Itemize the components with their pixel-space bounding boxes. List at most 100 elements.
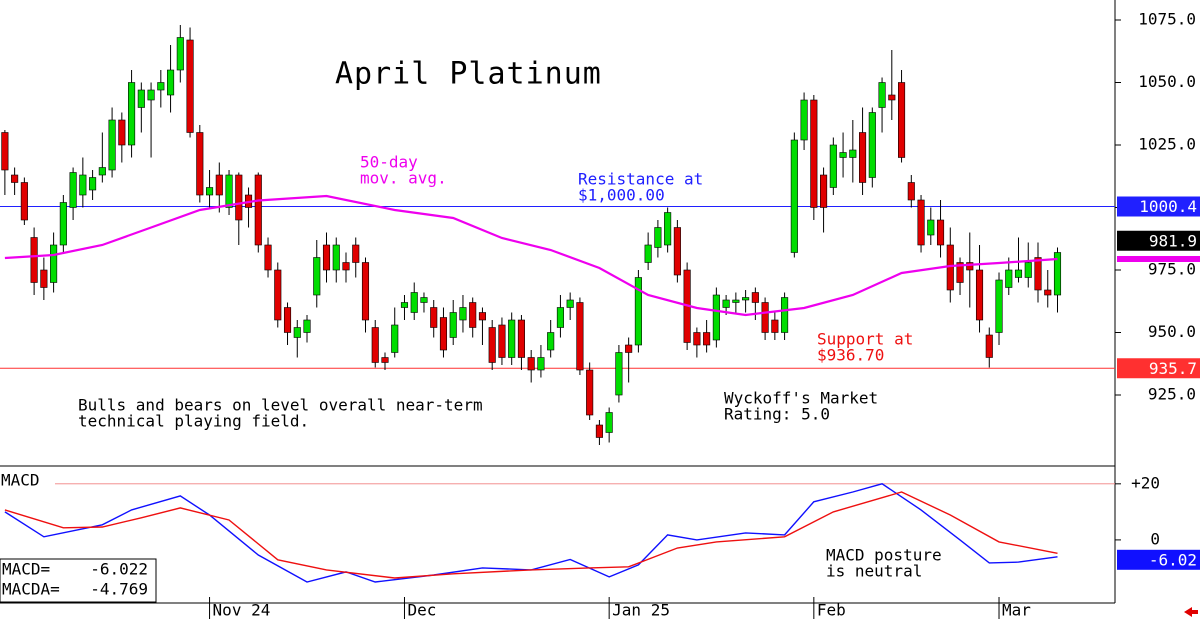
annotation: $936.70 bbox=[817, 346, 884, 365]
y-tick-label: 1075.0 bbox=[1138, 10, 1196, 29]
candle-up bbox=[157, 82, 165, 91]
candle-down bbox=[751, 292, 759, 303]
candle-up bbox=[722, 299, 730, 308]
candle-down bbox=[771, 319, 779, 333]
candle-up bbox=[1024, 262, 1032, 278]
candle-up bbox=[50, 244, 58, 283]
scroll-arrow[interactable] bbox=[1184, 607, 1198, 617]
candle-up bbox=[732, 299, 740, 303]
candle-up bbox=[644, 244, 652, 263]
candle-down bbox=[430, 307, 438, 328]
candle-down bbox=[586, 369, 594, 416]
macd-title: MACD bbox=[1, 471, 40, 490]
candle-down bbox=[820, 174, 828, 208]
annotation: mov. avg. bbox=[360, 169, 447, 188]
candle-up bbox=[128, 82, 136, 146]
y-tick-label: 975.0 bbox=[1148, 260, 1196, 279]
x-tick-label: Dec bbox=[407, 601, 436, 620]
macd-badge-label: -6.02 bbox=[1149, 550, 1197, 569]
candle-down bbox=[283, 307, 292, 333]
candle-up bbox=[566, 299, 574, 308]
annotation: Bulls and bears on level overall near-te… bbox=[78, 396, 483, 415]
x-tick-label: Nov 24 bbox=[213, 601, 271, 620]
candle-up bbox=[313, 257, 321, 296]
macd-readout-name: MACDA= bbox=[2, 580, 60, 599]
candle-down bbox=[264, 244, 272, 271]
candle-down bbox=[478, 312, 487, 321]
macd-readout-name: MACD= bbox=[2, 560, 50, 579]
macd-readout-value: -4.769 bbox=[90, 580, 148, 599]
candle-up bbox=[927, 219, 935, 236]
x-tick-label: Feb bbox=[817, 601, 846, 620]
candle-down bbox=[254, 174, 262, 246]
candle-up bbox=[654, 227, 662, 248]
candle-down bbox=[966, 262, 974, 271]
macd-y-tick-label: 0 bbox=[1150, 529, 1160, 548]
candle-up bbox=[537, 357, 545, 371]
candle-down bbox=[595, 424, 603, 438]
candle-up bbox=[167, 69, 175, 96]
candle-up bbox=[868, 112, 876, 178]
macd-y-tick-label: +20 bbox=[1131, 473, 1160, 492]
candle-down bbox=[576, 302, 584, 371]
candle-up bbox=[508, 319, 516, 358]
candle-down bbox=[196, 132, 204, 196]
candle-up bbox=[849, 149, 857, 158]
candle-down bbox=[693, 332, 701, 346]
candle-up bbox=[459, 307, 467, 321]
candle-down bbox=[20, 182, 28, 221]
candle-down bbox=[625, 344, 633, 353]
x-tick-label: Jan 25 bbox=[612, 601, 670, 620]
annotation: 50-day bbox=[360, 153, 418, 172]
candle-down bbox=[342, 262, 350, 271]
candle-up bbox=[332, 244, 340, 271]
candle-down bbox=[215, 174, 223, 196]
candle-down bbox=[274, 269, 282, 321]
moving-average-badge bbox=[1117, 256, 1200, 262]
candle-up bbox=[664, 212, 672, 246]
candle-up bbox=[147, 89, 155, 101]
candle-down bbox=[361, 262, 370, 321]
candle-up bbox=[391, 324, 399, 353]
candle-up bbox=[829, 144, 837, 188]
candle-down bbox=[11, 174, 19, 183]
candle-down bbox=[322, 244, 331, 271]
candle-down bbox=[859, 132, 867, 183]
annotation: Support at bbox=[817, 330, 913, 349]
candle-down bbox=[118, 119, 126, 146]
candle-down bbox=[527, 357, 535, 371]
x-tick-label: Mar bbox=[1002, 601, 1031, 620]
moving-average-line bbox=[4, 194, 1058, 317]
candle-down bbox=[703, 332, 711, 346]
candle-down bbox=[371, 327, 379, 363]
candle-up bbox=[108, 119, 116, 171]
candle-up bbox=[556, 307, 564, 328]
candle-down bbox=[1034, 257, 1042, 291]
candle-down bbox=[946, 244, 954, 291]
candle-up bbox=[400, 302, 409, 308]
candle-down bbox=[439, 317, 448, 351]
candle-up bbox=[293, 327, 301, 338]
candle-up bbox=[790, 139, 798, 253]
candle-down bbox=[917, 199, 925, 246]
candle-up bbox=[547, 332, 555, 351]
y-tick-label: 1025.0 bbox=[1138, 135, 1196, 154]
candle-up bbox=[89, 177, 97, 191]
annotation: Resistance at bbox=[578, 170, 703, 189]
candle-up bbox=[634, 277, 642, 346]
candle-up bbox=[98, 167, 106, 176]
candle-up bbox=[742, 297, 750, 301]
macd-annotation: is neutral bbox=[826, 562, 922, 581]
y-tick-label: 1050.0 bbox=[1138, 72, 1196, 91]
chart-title: April Platinum bbox=[335, 57, 602, 92]
macd-line bbox=[4, 491, 1058, 579]
candle-up bbox=[712, 294, 720, 341]
y-tick-label: 925.0 bbox=[1148, 385, 1196, 404]
candle-up bbox=[878, 82, 886, 108]
candle-up bbox=[59, 202, 67, 246]
candle-down bbox=[1044, 289, 1052, 296]
candle-down bbox=[907, 182, 915, 201]
candle-up bbox=[1005, 269, 1013, 288]
candle-up bbox=[176, 37, 184, 71]
